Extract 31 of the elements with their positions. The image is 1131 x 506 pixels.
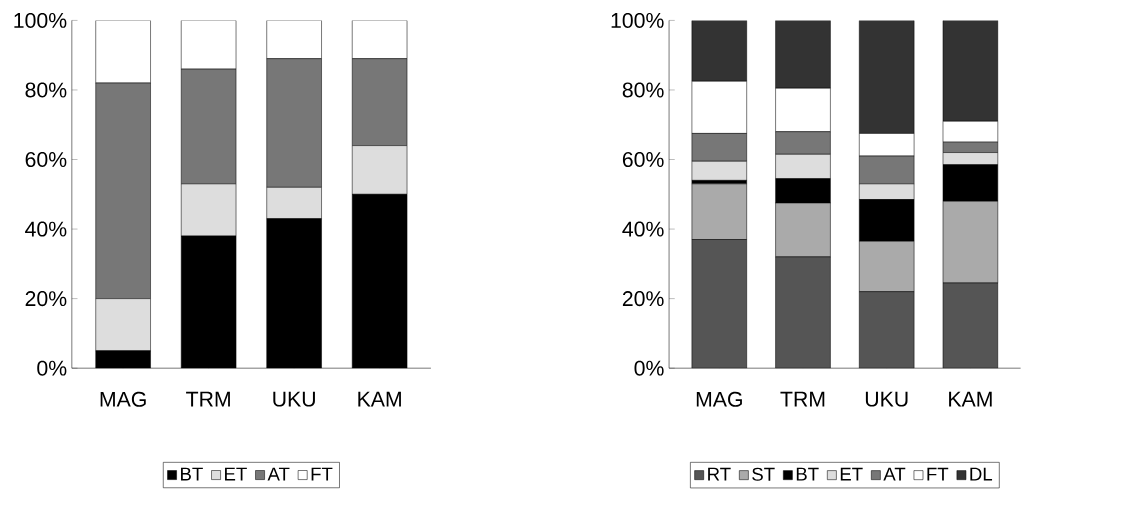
legend-label: ST bbox=[752, 467, 775, 481]
legend-label: AT bbox=[267, 467, 290, 481]
x-tick-label: UKU bbox=[865, 391, 908, 407]
y-tick-label: 40% bbox=[25, 221, 67, 237]
x-tick-label: MAG bbox=[696, 391, 742, 407]
legend-label: FT bbox=[927, 467, 949, 481]
x-tick-label: UKU bbox=[273, 391, 315, 407]
x-tick-label: TRM bbox=[780, 391, 825, 407]
legend-label: AT bbox=[883, 467, 906, 481]
y-tick-label: 100% bbox=[611, 12, 664, 28]
y-tick-label: 0% bbox=[37, 360, 67, 376]
y-tick-label: 20% bbox=[25, 291, 67, 307]
y-tick-label: 60% bbox=[622, 151, 664, 167]
legend-label: RT bbox=[708, 467, 731, 481]
y-tick-label: 20% bbox=[622, 291, 664, 307]
x-tick-label: MAG bbox=[100, 391, 146, 407]
legend-label: ET bbox=[840, 467, 863, 481]
y-tick-label: 40% bbox=[622, 221, 664, 237]
legend-label: DL bbox=[970, 467, 993, 481]
x-tick-label: KAM bbox=[358, 391, 401, 407]
y-tick-label: 100% bbox=[14, 12, 67, 28]
y-tick-label: 60% bbox=[25, 151, 67, 167]
legend-label: FT bbox=[311, 467, 333, 481]
legend-label: BT bbox=[796, 467, 819, 481]
legend-label: ET bbox=[225, 467, 247, 481]
y-tick-label: 0% bbox=[634, 360, 664, 376]
y-tick-label: 80% bbox=[622, 82, 664, 98]
y-tick-label: 80% bbox=[25, 82, 67, 98]
x-tick-label: KAM bbox=[949, 391, 992, 407]
legend-label: BT bbox=[181, 467, 203, 481]
x-tick-label: TRM bbox=[186, 391, 230, 407]
